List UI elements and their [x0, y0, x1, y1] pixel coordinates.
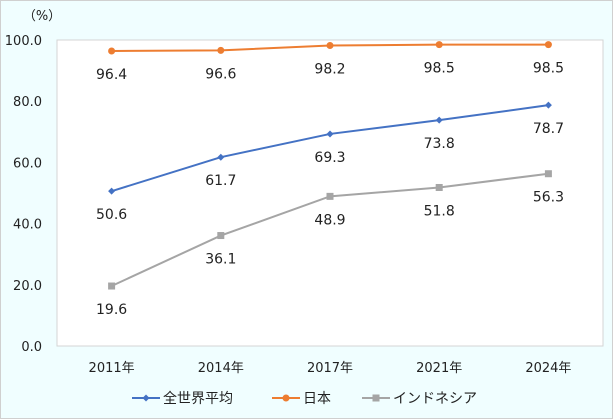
data-label: 69.3	[314, 150, 345, 166]
series-0: 50.6 61.7 69.3 73.8 78.7	[96, 101, 564, 223]
data-point	[435, 116, 443, 124]
legend-marker	[282, 394, 290, 402]
x-tick-label: 2011年	[89, 361, 135, 376]
x-tick-label: 2014年	[198, 361, 244, 376]
data-label: 61.7	[205, 173, 236, 189]
legend-marker	[142, 394, 150, 402]
y-tick-label: 20.0	[13, 279, 42, 294]
data-label: 98.5	[533, 61, 564, 77]
legend-marker	[372, 394, 380, 402]
data-point	[217, 232, 225, 240]
data-label: 51.8	[424, 203, 455, 219]
data-point	[435, 41, 443, 49]
data-point	[326, 42, 334, 50]
x-tick-label: 2017年	[307, 361, 353, 376]
data-label: 98.2	[314, 62, 345, 78]
data-label: 78.7	[533, 121, 564, 137]
data-point	[217, 46, 225, 54]
legend-label: 日本	[303, 391, 331, 407]
y-tick-label: 100.0	[5, 34, 42, 49]
data-label: 48.9	[314, 212, 345, 228]
data-point	[326, 130, 334, 138]
data-point	[435, 183, 443, 191]
data-label: 96.4	[96, 67, 127, 83]
y-tick-label: 80.0	[13, 95, 42, 110]
y-tick-label: 60.0	[13, 156, 42, 171]
legend-item: 全世界平均	[132, 390, 233, 407]
data-point	[108, 187, 116, 195]
data-point	[217, 153, 225, 161]
series-2: 19.6 36.1 48.9 51.8 56.3	[96, 170, 564, 318]
data-label: 36.1	[205, 252, 236, 268]
legend-label: 全世界平均	[163, 390, 233, 407]
data-point	[544, 101, 552, 109]
data-label: 96.6	[205, 66, 236, 82]
data-point	[108, 47, 116, 55]
data-point	[544, 41, 552, 49]
y-axis-unit-label: （%）	[23, 9, 61, 24]
data-label: 19.6	[96, 302, 127, 318]
legend-label: インドネシア	[393, 391, 477, 407]
legend-item: 日本	[272, 391, 331, 407]
y-tick-label: 40.0	[13, 218, 42, 233]
data-label: 73.8	[424, 136, 455, 152]
data-point	[326, 192, 334, 200]
x-tick-label: 2024年	[525, 361, 571, 376]
x-tick-label: 2021年	[416, 361, 462, 376]
data-label: 56.3	[533, 190, 564, 206]
data-point	[108, 282, 116, 290]
legend-item: インドネシア	[362, 391, 477, 407]
series-1: 96.4 96.6 98.2 98.5 98.5	[96, 41, 564, 83]
data-label: 98.5	[424, 61, 455, 77]
y-tick-label: 0.0	[21, 340, 42, 355]
data-point	[544, 170, 552, 178]
data-label: 50.6	[96, 207, 127, 223]
